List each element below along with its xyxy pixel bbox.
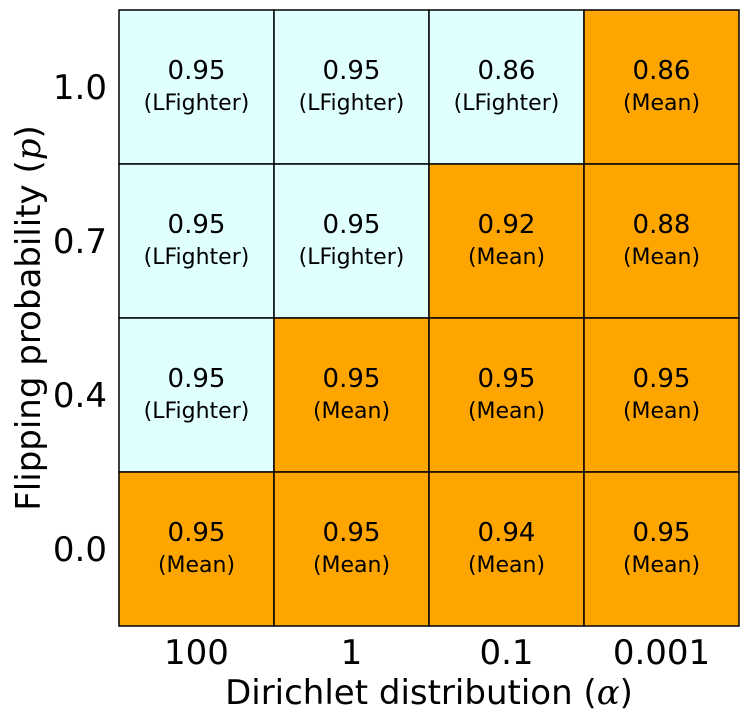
cell-method-label: (Mean) (623, 399, 700, 424)
cell-method-label: (LFighter) (299, 245, 405, 270)
heatmap-cell: 0.95 (LFighter) (118, 163, 275, 319)
cell-method-label: (Mean) (468, 553, 545, 578)
heatmap-cell: 0.92 (Mean) (428, 163, 585, 319)
cell-value-label: 0.95 (323, 518, 381, 548)
cell-method-label: (Mean) (158, 553, 235, 578)
heatmap-cell: 0.95 (LFighter) (118, 317, 275, 473)
cell-method-label: (Mean) (313, 553, 390, 578)
heatmap-cell-rect (273, 317, 430, 473)
heatmap-cell: 0.95 (LFighter) (273, 9, 430, 165)
cell-method-label: (Mean) (623, 553, 700, 578)
cell-value-label: 0.95 (633, 518, 691, 548)
cell-method-label: (LFighter) (299, 91, 405, 116)
cell-value-label: 0.88 (633, 210, 691, 240)
heatmap-cell-rect (273, 163, 430, 319)
heatmap-cell: 0.95 (Mean) (118, 471, 275, 627)
cell-value-label: 0.95 (323, 364, 381, 394)
heatmap-cell-rect (118, 163, 275, 319)
cell-method-label: (Mean) (623, 91, 700, 116)
heatmap-cell: 0.95 (Mean) (583, 471, 740, 627)
heatmap-cell-rect (583, 471, 740, 627)
cell-method-label: (Mean) (468, 399, 545, 424)
y-tick-label: 0.0 (53, 530, 107, 570)
heatmap-cell-rect (583, 9, 740, 165)
heatmap-cell: 0.88 (Mean) (583, 163, 740, 319)
cell-method-label: (Mean) (623, 245, 700, 270)
heatmap-cell: 0.95 (LFighter) (118, 9, 275, 165)
x-tick-label: 0.1 (479, 633, 533, 673)
y-tick-labels: 1.0 0.7 0.4 0.0 (53, 68, 107, 570)
y-tick-label: 0.4 (53, 376, 107, 416)
heatmap-cells: 0.95 (LFighter) 0.95 (LFighter) 0.86 (LFighte… (118, 9, 740, 627)
heatmap-cell-rect (118, 317, 275, 473)
cell-method-label: (LFighter) (454, 91, 560, 116)
heatmap-cell-rect (118, 9, 275, 165)
heatmap-cell-rect (428, 9, 585, 165)
y-axis-label: Flipping probability (p) (9, 125, 49, 511)
x-axis-label: Dirichlet distribution (α) (225, 673, 633, 713)
x-tick-label: 1 (341, 633, 363, 673)
y-tick-label: 1.0 (53, 68, 107, 108)
cell-value-label: 0.95 (168, 56, 226, 86)
cell-value-label: 0.95 (633, 364, 691, 394)
heatmap-cell: 0.86 (Mean) (583, 9, 740, 165)
cell-value-label: 0.92 (478, 210, 536, 240)
heatmap-cell-rect (583, 163, 740, 319)
heatmap-cell-rect (428, 317, 585, 473)
cell-method-label: (Mean) (313, 399, 390, 424)
cell-value-label: 0.95 (168, 364, 226, 394)
cell-value-label: 0.95 (323, 56, 381, 86)
heatmap-cell-rect (273, 9, 430, 165)
cell-value-label: 0.86 (633, 56, 691, 86)
heatmap-cell: 0.95 (Mean) (428, 317, 585, 473)
cell-value-label: 0.94 (478, 518, 536, 548)
cell-value-label: 0.95 (478, 364, 536, 394)
heatmap-cell: 0.95 (Mean) (583, 317, 740, 473)
heatmap-cell: 0.95 (Mean) (273, 471, 430, 627)
y-tick-label: 0.7 (53, 222, 107, 262)
heatmap-cell-rect (428, 471, 585, 627)
cell-method-label: (LFighter) (144, 245, 250, 270)
cell-method-label: (LFighter) (144, 91, 250, 116)
heatmap-cell: 0.86 (LFighter) (428, 9, 585, 165)
heatmap-cell-rect (273, 471, 430, 627)
cell-value-label: 0.86 (478, 56, 536, 86)
heatmap-cell-rect (583, 317, 740, 473)
x-tick-labels: 100 1 0.1 0.001 (164, 633, 710, 673)
heatmap-cell: 0.95 (Mean) (273, 317, 430, 473)
cell-method-label: (LFighter) (144, 399, 250, 424)
x-tick-label: 0.001 (613, 633, 710, 673)
heatmap-cell-rect (118, 471, 275, 627)
cell-value-label: 0.95 (168, 518, 226, 548)
cell-value-label: 0.95 (168, 210, 226, 240)
cell-method-label: (Mean) (468, 245, 545, 270)
x-tick-label: 100 (164, 633, 229, 673)
heatmap-cell: 0.95 (LFighter) (273, 163, 430, 319)
cell-value-label: 0.95 (323, 210, 381, 240)
heatmap-cell: 0.94 (Mean) (428, 471, 585, 627)
heatmap-cell-rect (428, 163, 585, 319)
